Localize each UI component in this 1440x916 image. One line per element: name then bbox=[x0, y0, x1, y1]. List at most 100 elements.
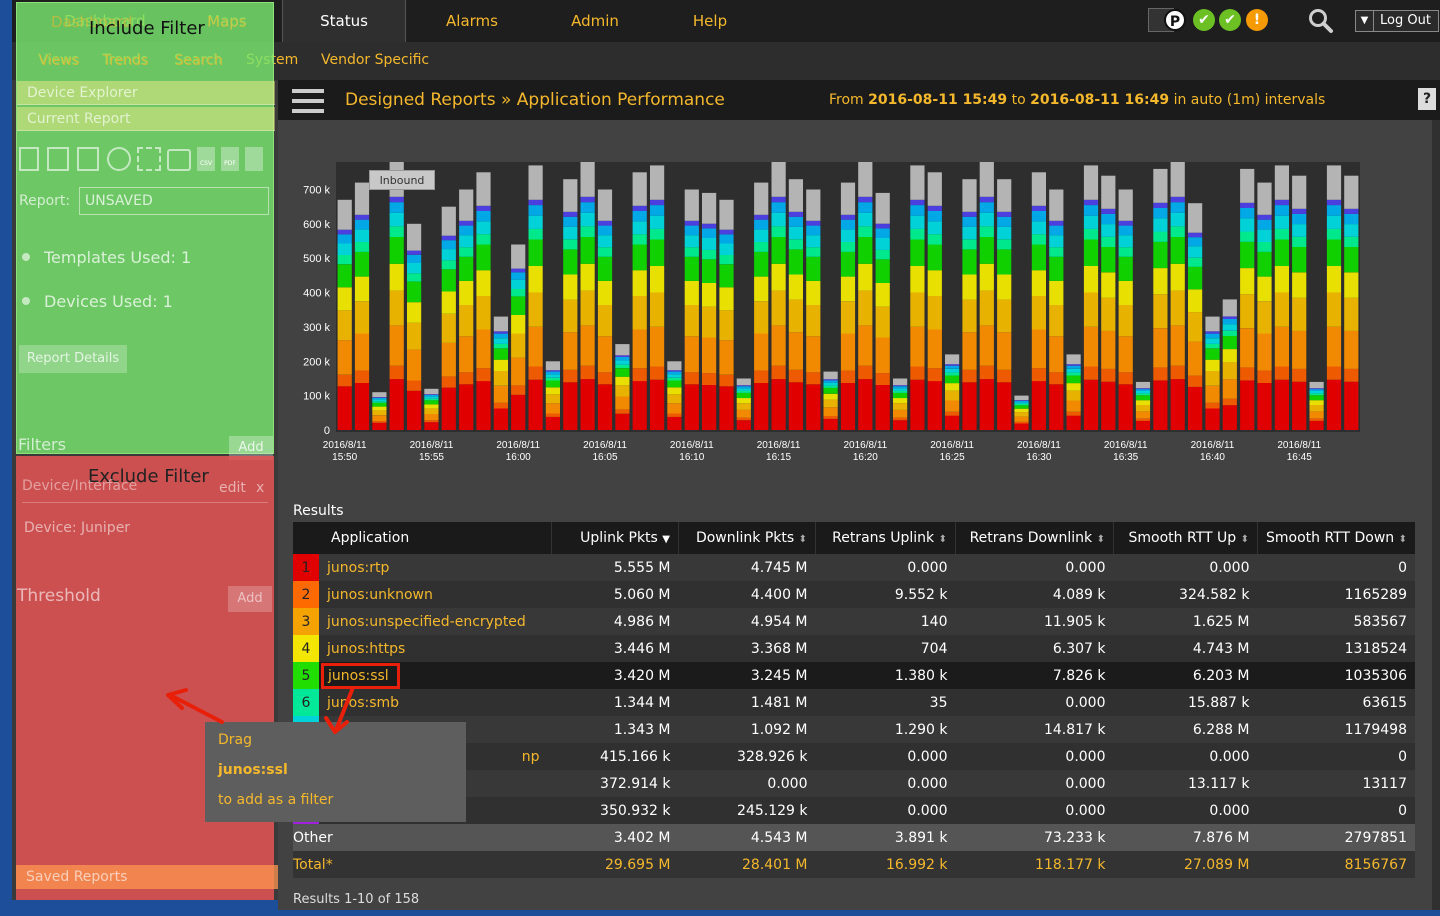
bar-segment bbox=[1118, 189, 1133, 221]
bar-segment bbox=[1118, 247, 1133, 257]
app-name-cell[interactable]: junos:unknown bbox=[319, 581, 552, 608]
bar-segment bbox=[493, 316, 508, 332]
pdf-icon[interactable]: PDF bbox=[221, 147, 239, 171]
bar-segment bbox=[806, 304, 821, 337]
col-retrans-uplink[interactable]: Retrans Uplink ⬍ bbox=[815, 522, 956, 554]
bar-segment bbox=[1153, 268, 1168, 295]
scrollbar[interactable] bbox=[1432, 120, 1440, 910]
col-retrans-downlink[interactable]: Retrans Downlink ⬍ bbox=[955, 522, 1114, 554]
bar-segment bbox=[389, 325, 404, 366]
bar-segment bbox=[1031, 172, 1046, 206]
email-icon[interactable] bbox=[245, 147, 263, 171]
poller-status-icon[interactable]: P bbox=[1164, 9, 1186, 31]
warning-icon[interactable]: ! bbox=[1246, 9, 1268, 31]
saved-reports-bar[interactable]: Saved Reports bbox=[16, 865, 278, 889]
logout-label: Log Out bbox=[1380, 13, 1431, 28]
trash-icon[interactable] bbox=[19, 147, 39, 171]
remove-filter-icon[interactable]: x bbox=[256, 480, 265, 496]
table-row[interactable]: 1 junos:rtp 5.555 M 4.745 M 0.000 0.000 … bbox=[293, 554, 1415, 581]
bar-segment bbox=[1101, 330, 1116, 369]
current-report-bar[interactable]: Current Report bbox=[17, 107, 275, 131]
nav-alarms[interactable]: Alarms bbox=[446, 12, 498, 30]
col-smooth-rtt-down[interactable]: Smooth RTT Down ⬍ bbox=[1257, 522, 1415, 554]
check-icon[interactable]: ✔ bbox=[1193, 9, 1215, 31]
grid-icon[interactable] bbox=[137, 147, 161, 171]
table-row-other: Other 3.402 M 4.543 M 3.891 k 73.233 k 7… bbox=[293, 824, 1415, 851]
bar-segment bbox=[1326, 228, 1342, 240]
bar-segment bbox=[1049, 304, 1064, 337]
bar-segment bbox=[597, 336, 613, 373]
app-name-cell[interactable]: junos:https bbox=[319, 635, 552, 662]
bar-segment bbox=[875, 238, 890, 250]
bar-segment bbox=[910, 165, 925, 200]
nav-status[interactable]: Status bbox=[282, 0, 406, 42]
col-downlink-pkts[interactable]: Downlink Pkts ⬍ bbox=[678, 522, 816, 554]
bar-segment bbox=[840, 219, 856, 230]
bar-segment bbox=[424, 413, 439, 421]
app-name-cell[interactable]: junos:smb bbox=[319, 689, 552, 716]
search-icon[interactable] bbox=[1308, 8, 1334, 34]
breadcrumb[interactable]: Designed Reports » Application Performan… bbox=[345, 90, 725, 110]
add-threshold-button[interactable]: Add bbox=[228, 586, 272, 612]
report-label: Report: bbox=[19, 193, 71, 209]
device-explorer-bar[interactable]: Device Explorer bbox=[17, 81, 275, 105]
y-tick-label: 0 bbox=[324, 425, 330, 437]
col-smooth-rtt-up[interactable]: Smooth RTT Up ⬍ bbox=[1113, 522, 1258, 554]
nav-help[interactable]: Help bbox=[692, 12, 728, 30]
bar-segment bbox=[441, 260, 456, 270]
table-row[interactable]: 4 junos:https 3.446 M 3.368 M 704 6.307 … bbox=[293, 635, 1415, 662]
retrans-uplink-cell: 0.000 bbox=[815, 743, 956, 770]
divider bbox=[22, 502, 268, 503]
templates-used[interactable]: Templates Used: 1 bbox=[44, 248, 192, 267]
bar-segment bbox=[858, 212, 873, 227]
edit-filter-link[interactable]: edit bbox=[219, 480, 246, 496]
nav-admin[interactable]: Admin bbox=[571, 12, 619, 30]
bar-segment bbox=[650, 366, 665, 380]
clock-icon[interactable] bbox=[107, 147, 131, 171]
include-filter-dropzone[interactable]: Dashboard Maps Include Filter Views Tren… bbox=[16, 2, 275, 460]
smooth-rtt-up-cell: 6.288 M bbox=[1113, 716, 1258, 743]
app-name-highlight[interactable]: junos:ssl bbox=[321, 662, 400, 689]
device-juniper-filter[interactable]: Device: Juniper bbox=[24, 520, 131, 536]
bar-segment bbox=[875, 373, 890, 385]
logout-button[interactable]: ▼ Log Out bbox=[1355, 10, 1439, 32]
subnav-vendor-specific[interactable]: Vendor Specific bbox=[321, 52, 430, 68]
bar-segment bbox=[354, 214, 370, 220]
table-row-selected[interactable]: 5 junos:ssl 3.420 M 3.245 M 1.380 k 7.82… bbox=[293, 662, 1415, 689]
hamburger-menu-icon[interactable] bbox=[292, 89, 324, 113]
col-application[interactable]: Application bbox=[293, 522, 552, 554]
bar-segment bbox=[1014, 403, 1029, 406]
bar-segment bbox=[372, 415, 387, 421]
smooth-rtt-down-cell: 0 bbox=[1257, 797, 1415, 824]
bar-segment bbox=[476, 368, 491, 382]
table-row[interactable]: 3 junos:unspecified-encrypted 4.986 M 4.… bbox=[293, 608, 1415, 635]
csv-icon[interactable]: CSV bbox=[197, 147, 215, 171]
bar-segment bbox=[910, 292, 925, 327]
report-details-button[interactable]: Report Details bbox=[19, 345, 127, 373]
save-icon[interactable] bbox=[47, 147, 69, 171]
print-icon[interactable] bbox=[167, 149, 191, 171]
check-icon[interactable]: ✔ bbox=[1219, 9, 1241, 31]
bar-segment bbox=[580, 196, 595, 203]
bar-segment bbox=[1014, 400, 1029, 403]
bar-segment bbox=[823, 385, 838, 388]
app-name-cell[interactable]: junos:ssl bbox=[319, 662, 552, 689]
end-time[interactable]: 2016-08-11 16:49 bbox=[1030, 92, 1170, 108]
exclude-filter-dropzone[interactable]: Exclude Filter Device/Interface edit x D… bbox=[16, 456, 278, 900]
save-as-icon[interactable] bbox=[77, 147, 99, 171]
table-row[interactable]: 350.932 k 245.129 k 0.000 0.000 0.000 0 bbox=[293, 797, 1415, 824]
table-row[interactable]: 2 junos:unknown 5.060 M 4.400 M 9.552 k … bbox=[293, 581, 1415, 608]
table-row[interactable]: 6 junos:smb 1.344 M 1.481 M 35 0.000 15.… bbox=[293, 689, 1415, 716]
bar-segment bbox=[1326, 326, 1342, 367]
app-name-cell[interactable]: junos:unspecified-encrypted bbox=[319, 608, 552, 635]
start-time[interactable]: 2016-08-11 15:49 bbox=[868, 92, 1008, 108]
filter-device-interface[interactable]: Device/Interface bbox=[22, 478, 268, 504]
report-name-input[interactable]: UNSAVED bbox=[79, 187, 269, 215]
bar-segment bbox=[1188, 257, 1203, 267]
col-uplink-pkts[interactable]: Uplink Pkts ▼ bbox=[551, 522, 679, 554]
table-row[interactable]: np 415.166 k 328.926 k 0.000 0.000 0.000… bbox=[293, 743, 1415, 770]
devices-used[interactable]: Devices Used: 1 bbox=[44, 292, 173, 311]
app-name-cell[interactable]: junos:rtp bbox=[319, 554, 552, 581]
help-icon[interactable]: ? bbox=[1418, 88, 1436, 110]
